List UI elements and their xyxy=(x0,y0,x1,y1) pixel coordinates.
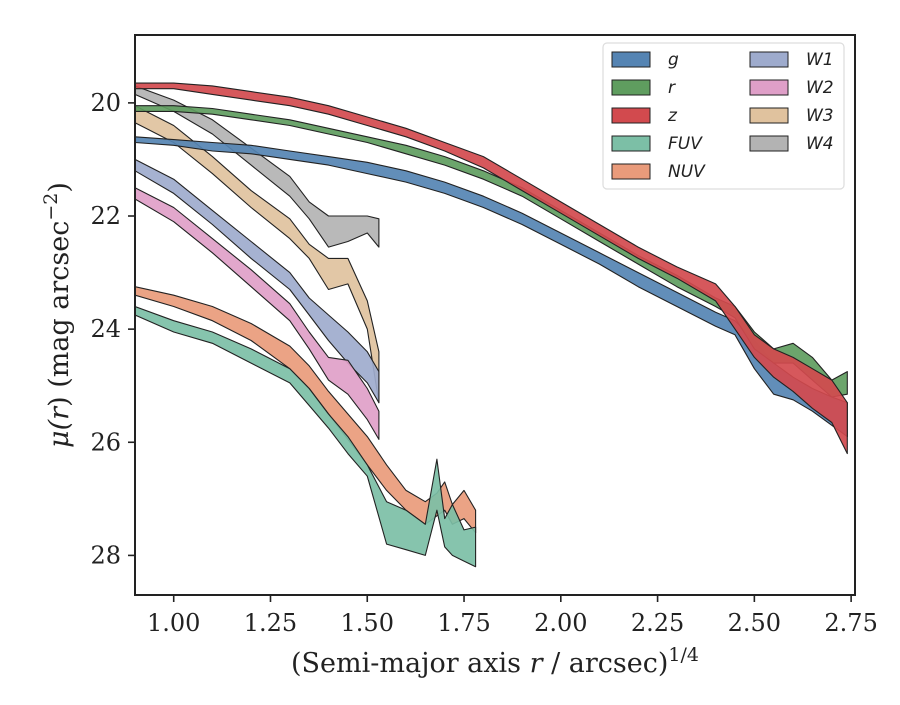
legend-label-z: z xyxy=(667,106,678,126)
legend-swatch-w4 xyxy=(749,135,789,152)
y-tick-label: 20 xyxy=(90,89,121,117)
y-axis-label: μ(r) (mag arcsec−2) xyxy=(40,182,75,448)
legend-label-r: r xyxy=(668,78,676,98)
y-tick-label: 24 xyxy=(90,315,121,343)
legend-swatch-nuv xyxy=(611,163,651,180)
legend-label-g: g xyxy=(668,50,679,70)
legend-label-nuv: NUV xyxy=(668,162,706,182)
x-tick-label: 1.25 xyxy=(244,609,297,637)
x-tick-label: 1.00 xyxy=(147,609,200,637)
x-tick-label: 2.75 xyxy=(824,609,877,637)
x-tick-label: 2.25 xyxy=(631,609,684,637)
legend: grz FUV NUV W1 W2 W3 W4 xyxy=(602,42,845,190)
bands-layer xyxy=(135,82,848,568)
band-z xyxy=(135,82,848,455)
legend-swatch-w1 xyxy=(749,51,789,68)
legend-swatch-g xyxy=(611,51,651,68)
y-tick-label: 28 xyxy=(90,541,121,569)
band-w2 xyxy=(135,187,380,440)
legend-swatch-z xyxy=(611,107,651,124)
legend-label-w3: W3 xyxy=(806,106,834,126)
y-tick-label: 22 xyxy=(90,202,121,230)
x-tick-label: 1.75 xyxy=(437,609,490,637)
legend-swatch-w2 xyxy=(749,79,789,96)
legend-swatch-w3 xyxy=(749,107,789,124)
legend-label-w4: W4 xyxy=(806,134,834,154)
ticks-layer: 1.00 1.25 1.50 1.75 2.00 2.25 2.50 2.75 20 22 24 26… xyxy=(90,89,877,637)
legend-label-fuv: FUV xyxy=(668,134,703,154)
axes-frame xyxy=(134,34,856,596)
legend-swatch-r xyxy=(611,79,651,96)
x-axis-label: (Semi-major axis r / arcsec)1/4 xyxy=(291,644,699,679)
band-fuv xyxy=(135,305,477,568)
x-tick-label: 2.00 xyxy=(534,609,587,637)
band-nuv xyxy=(135,286,477,534)
legend-label-w2: W2 xyxy=(806,78,834,98)
x-tick-label: 1.50 xyxy=(341,609,394,637)
x-tick-label: 2.50 xyxy=(728,609,781,637)
band-w1 xyxy=(135,158,380,404)
band-r xyxy=(135,105,848,398)
legend-label-w1: W1 xyxy=(806,50,834,70)
legend-swatch-fuv xyxy=(611,135,651,152)
y-tick-label: 26 xyxy=(90,428,121,456)
